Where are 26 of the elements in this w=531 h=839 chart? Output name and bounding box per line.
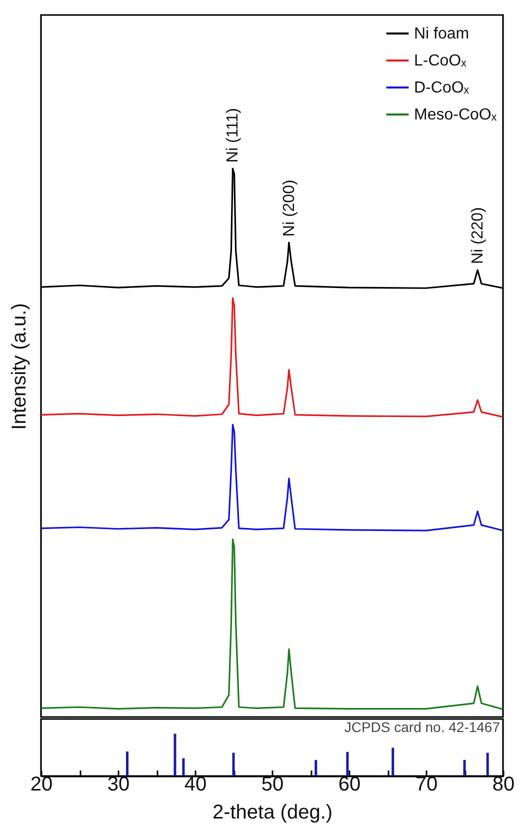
bar: [126, 752, 128, 776]
annotation: JCPDS card no. 42-1467: [344, 719, 500, 735]
bar: [486, 752, 489, 776]
legend-label: Meso-CoOₓ: [414, 106, 498, 124]
x-tick-label: 70: [415, 774, 438, 796]
bar: [174, 734, 176, 776]
x-tick-label: 50: [261, 774, 284, 796]
x-tick-label: 20: [30, 774, 53, 796]
legend-label: L-CoOₓ: [414, 52, 468, 70]
bar: [392, 748, 394, 776]
bar: [314, 760, 318, 776]
legend-label: D-CoOₓ: [414, 80, 470, 96]
annotation: Ni (220): [470, 207, 487, 264]
annotation: Ni (200): [280, 180, 298, 237]
x-axis-title: 2-theta (deg.): [212, 802, 333, 824]
x-tick-label: 60: [338, 774, 361, 796]
y-axis-title: Intensity (a.u.): [8, 303, 30, 430]
bar: [346, 752, 349, 776]
x-tick-label: 80: [492, 774, 515, 796]
bar: [182, 758, 185, 776]
annotation: Ni (111): [224, 108, 242, 163]
bar: [232, 752, 235, 776]
legend-label: Ni foam: [414, 26, 470, 42]
x-tick-label: 30: [107, 774, 130, 796]
bar: [463, 760, 466, 776]
x-tick-label: 40: [184, 774, 207, 796]
